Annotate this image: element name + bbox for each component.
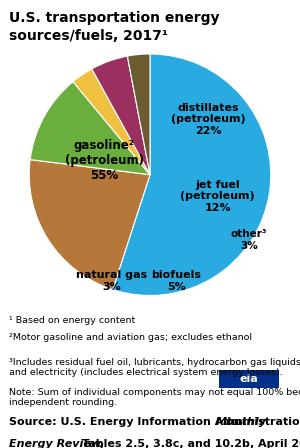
Text: Monthly: Monthly — [216, 417, 267, 427]
Text: ¹ Based on energy content: ¹ Based on energy content — [9, 316, 135, 325]
Wedge shape — [128, 54, 150, 175]
Text: gasoline²
(petroleum)
55%: gasoline² (petroleum) 55% — [64, 139, 144, 182]
Text: jet fuel
(petroleum)
12%: jet fuel (petroleum) 12% — [180, 180, 255, 213]
Wedge shape — [113, 54, 271, 296]
Text: biofuels
5%: biofuels 5% — [152, 270, 202, 292]
Text: ³Includes residual fuel oil, lubricants, hydrocarbon gas liquids (mostly propane: ³Includes residual fuel oil, lubricants,… — [9, 358, 300, 377]
Text: Note: Sum of individual components may not equal 100% because of
independent rou: Note: Sum of individual components may n… — [9, 388, 300, 407]
Text: Energy Review,: Energy Review, — [9, 439, 105, 448]
Text: ²Motor gasoline and aviation gas; excludes ethanol: ²Motor gasoline and aviation gas; exclud… — [9, 333, 252, 342]
Text: Source: U.S. Energy Information Administration,: Source: U.S. Energy Information Administ… — [9, 417, 300, 427]
Wedge shape — [92, 56, 150, 175]
Wedge shape — [73, 69, 150, 175]
Wedge shape — [29, 159, 150, 289]
Text: Tables 2.5, 3.8c, and 10.2b, April 2018,: Tables 2.5, 3.8c, and 10.2b, April 2018, — [78, 439, 300, 448]
Text: distillates
(petroleum)
22%: distillates (petroleum) 22% — [171, 103, 245, 136]
Wedge shape — [30, 82, 150, 175]
Text: U.S. transportation energy
sources/fuels, 2017¹: U.S. transportation energy sources/fuels… — [9, 11, 220, 43]
Text: natural gas
3%: natural gas 3% — [76, 270, 147, 292]
Text: other³
3%: other³ 3% — [231, 229, 267, 251]
Text: eia: eia — [240, 374, 258, 384]
